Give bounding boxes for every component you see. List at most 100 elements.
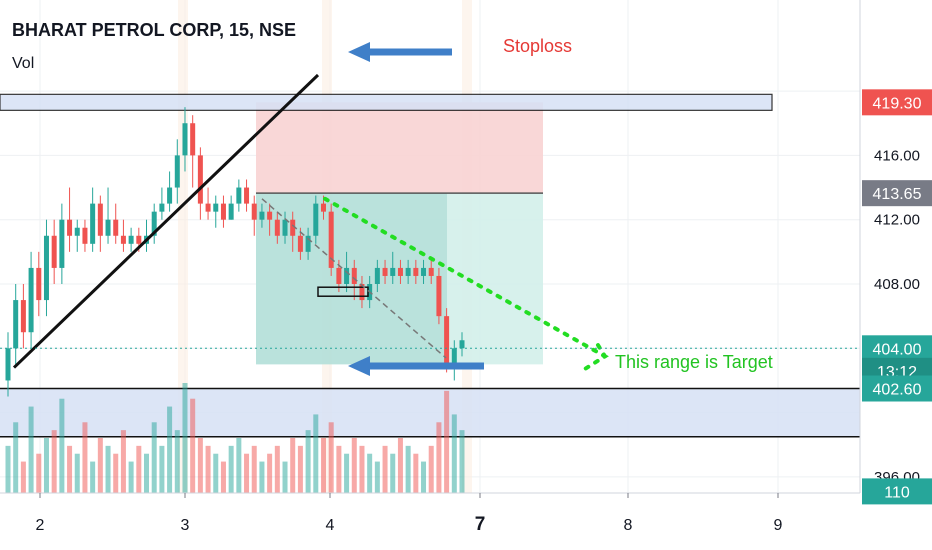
volume-bar <box>128 461 134 493</box>
volume-bar <box>421 461 427 493</box>
volume-bar <box>428 445 434 493</box>
volume-bar <box>197 438 203 493</box>
price-tick: 416.00 <box>874 147 920 164</box>
volume-bar <box>320 438 326 493</box>
session-highlight <box>178 0 188 493</box>
price-axis <box>860 0 932 493</box>
candle <box>213 203 219 212</box>
volume-label: Vol <box>12 55 35 72</box>
candle <box>228 203 234 220</box>
target-projection-tip <box>596 343 607 359</box>
candle <box>197 155 203 204</box>
price-badge-label: 402.60 <box>873 382 922 399</box>
target-arrow-head <box>348 356 370 376</box>
volume-bar <box>182 383 188 493</box>
volume-bar <box>97 438 103 493</box>
volume-bar <box>236 438 242 493</box>
candle <box>421 267 427 276</box>
volume-bar <box>305 430 311 493</box>
volume-bar <box>459 430 465 493</box>
volume-bar <box>190 398 196 493</box>
volume-bar <box>120 430 126 493</box>
time-tick: 8 <box>624 517 633 534</box>
volume-bar <box>444 390 450 493</box>
volume-bar <box>267 453 273 493</box>
candle <box>105 219 111 236</box>
candle <box>359 284 365 301</box>
volume-bar <box>290 438 296 493</box>
price-badge <box>862 89 932 116</box>
candle <box>274 219 280 236</box>
volume-bar <box>136 445 142 493</box>
candle <box>59 219 65 268</box>
candle <box>120 235 126 244</box>
candle <box>382 267 388 276</box>
candle <box>459 340 465 349</box>
candle <box>305 235 311 252</box>
projection-line <box>261 198 447 359</box>
time-tick: 7 <box>475 514 486 535</box>
candle <box>20 300 26 333</box>
price-badge-label: 404.00 <box>873 341 922 358</box>
candle <box>313 203 319 236</box>
candle <box>36 267 42 301</box>
candle <box>344 267 350 284</box>
volume-bar <box>205 445 211 493</box>
volume-bar <box>220 461 226 493</box>
volume-bar <box>336 445 342 493</box>
candle <box>136 235 142 244</box>
volume-bar <box>382 445 388 493</box>
candle <box>259 211 265 220</box>
candle <box>236 187 242 204</box>
volume-bar <box>5 445 11 493</box>
volume-bar <box>36 453 42 493</box>
candle <box>5 348 11 381</box>
stoploss-zone <box>256 102 543 194</box>
volume-bar <box>43 438 49 493</box>
volume-bar <box>113 453 119 493</box>
candle <box>397 267 403 276</box>
candle <box>290 219 296 236</box>
candle <box>113 219 119 236</box>
volume-bar <box>397 438 403 493</box>
candle <box>205 203 211 212</box>
volume-bar <box>151 422 157 493</box>
volume-bar <box>13 422 19 493</box>
price-badge-label: 413.65 <box>873 186 922 203</box>
time-tick: 2 <box>36 517 45 534</box>
volume-bar <box>344 453 350 493</box>
candle <box>190 123 196 156</box>
price-tick: 412.00 <box>874 212 920 229</box>
candle <box>159 203 165 212</box>
volume-bar <box>367 453 373 493</box>
candle <box>297 235 303 252</box>
candle <box>336 267 342 284</box>
candle <box>244 187 250 204</box>
volume-bar <box>413 453 419 493</box>
volume-bar <box>313 414 319 493</box>
volume-bar <box>374 461 380 493</box>
time-tick: 9 <box>774 517 783 534</box>
candle <box>128 235 134 244</box>
chart-title: BHARAT PETROL CORP, 15, NSE <box>12 20 297 40</box>
volume-bar <box>28 406 34 493</box>
candle <box>51 235 57 268</box>
volume-bar <box>167 406 173 493</box>
candle <box>390 267 396 276</box>
volume-bar <box>259 461 265 493</box>
candle <box>328 211 334 268</box>
volume-bar <box>436 422 442 493</box>
time-tick: 3 <box>181 517 190 534</box>
volume-bar <box>90 461 96 493</box>
volume-bar <box>251 445 257 493</box>
volume-bar <box>244 453 250 493</box>
candle <box>405 267 411 276</box>
candle <box>267 211 273 220</box>
consolidation-box <box>317 286 369 297</box>
candle <box>151 211 157 236</box>
volume-bar <box>390 453 396 493</box>
volume-bar <box>105 445 111 493</box>
candle <box>374 267 380 284</box>
price-badge <box>862 335 932 362</box>
